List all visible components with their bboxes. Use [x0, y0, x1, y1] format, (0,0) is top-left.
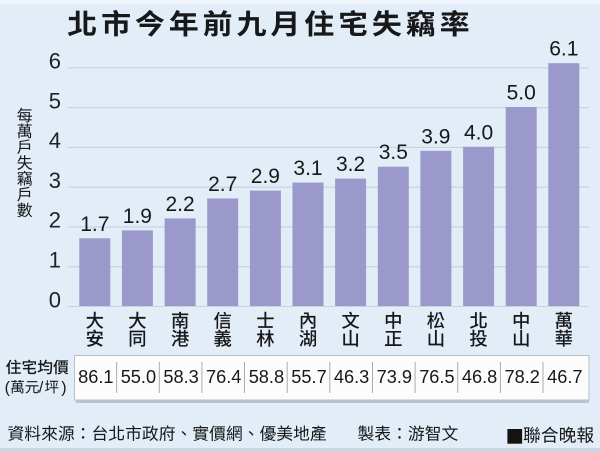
svg-text:3.1: 3.1 — [293, 157, 322, 180]
svg-text:1.7: 1.7 — [80, 213, 109, 236]
svg-text:46.3: 46.3 — [334, 367, 369, 387]
svg-text:2.2: 2.2 — [165, 193, 194, 216]
svg-text:0: 0 — [49, 287, 61, 312]
svg-text:86.1: 86.1 — [78, 367, 113, 387]
svg-text:(: ( — [5, 379, 11, 396]
svg-text:1.9: 1.9 — [123, 205, 152, 228]
svg-text:76.5: 76.5 — [419, 367, 454, 387]
svg-text:4: 4 — [49, 128, 61, 153]
svg-text:55.0: 55.0 — [121, 367, 156, 387]
svg-text:58.3: 58.3 — [163, 367, 198, 387]
svg-text:/: / — [39, 379, 44, 396]
svg-text:1: 1 — [49, 248, 61, 273]
svg-text:76.4: 76.4 — [206, 367, 241, 387]
svg-text:55.7: 55.7 — [291, 367, 326, 387]
svg-text:2: 2 — [49, 208, 61, 233]
svg-text:78.2: 78.2 — [504, 367, 539, 387]
svg-text:58.8: 58.8 — [249, 367, 284, 387]
svg-text:46.7: 46.7 — [547, 367, 582, 387]
svg-text:5.0: 5.0 — [507, 82, 536, 105]
svg-text:73.9: 73.9 — [377, 367, 412, 387]
svg-text:6.1: 6.1 — [549, 38, 578, 61]
svg-text:3.2: 3.2 — [336, 153, 365, 176]
svg-text:6: 6 — [49, 49, 61, 74]
svg-text:4.0: 4.0 — [464, 121, 493, 144]
svg-text:): ) — [61, 379, 66, 396]
svg-text:3: 3 — [49, 168, 61, 193]
svg-text:2.7: 2.7 — [208, 173, 237, 196]
svg-text:3.9: 3.9 — [421, 125, 450, 148]
svg-text:2.9: 2.9 — [251, 165, 280, 188]
svg-text:46.8: 46.8 — [462, 367, 497, 387]
svg-text:5: 5 — [49, 88, 61, 113]
svg-text:3.5: 3.5 — [379, 141, 408, 164]
